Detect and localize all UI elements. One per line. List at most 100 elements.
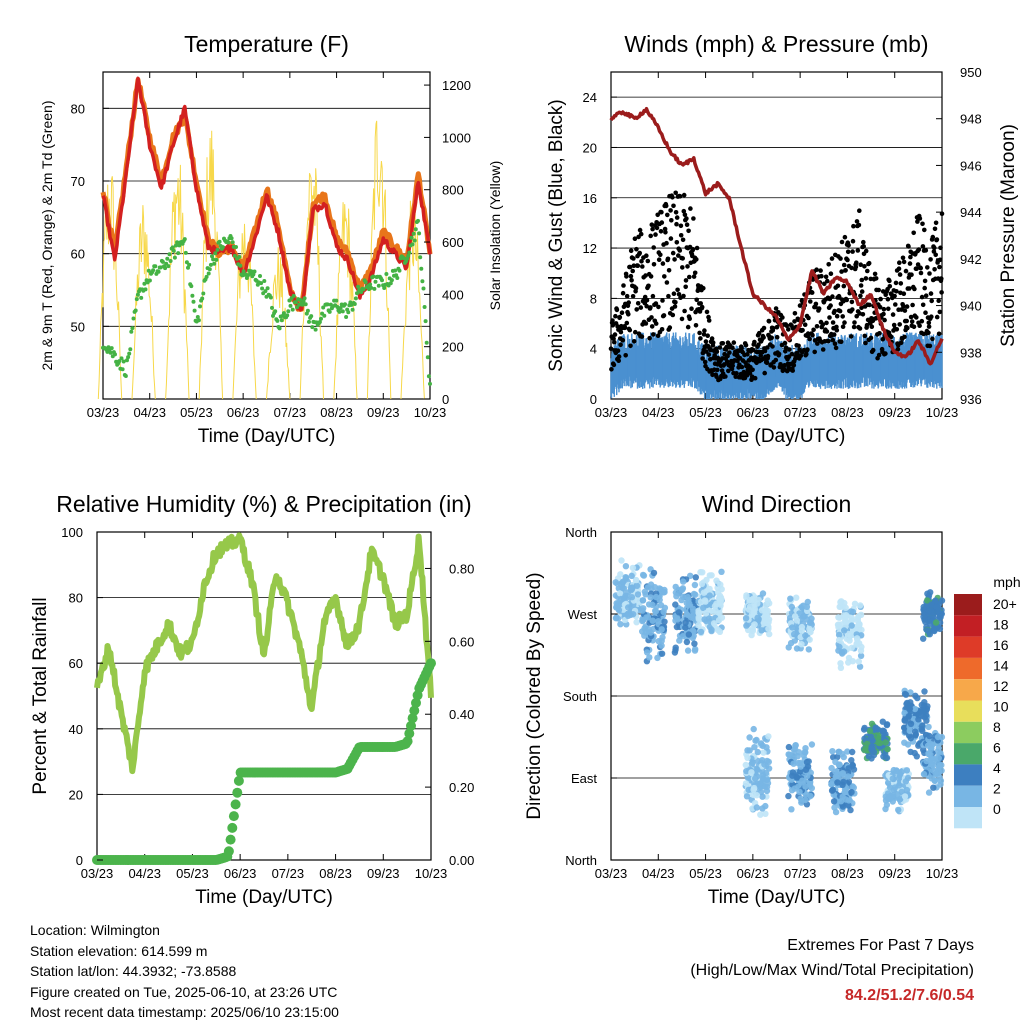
direction-point	[911, 705, 919, 713]
gust-point	[806, 315, 811, 321]
colorbar-label: 4	[993, 760, 1001, 776]
x-tick-label: 10/23	[414, 405, 447, 420]
dewpoint-point	[356, 284, 361, 289]
gust-point	[620, 290, 626, 296]
dewpoint-point	[361, 287, 366, 292]
direction-point	[865, 753, 873, 760]
gust-point	[666, 268, 672, 273]
direction-point	[622, 563, 630, 570]
dewpoint-point	[182, 237, 187, 242]
gust-point	[706, 352, 712, 357]
direction-point	[886, 795, 894, 802]
direction-point	[857, 652, 865, 659]
gust-point	[745, 352, 750, 357]
gust-point	[715, 367, 720, 373]
dewpoint-point	[211, 257, 216, 262]
gust-point	[770, 325, 776, 331]
dewpoint-point	[229, 236, 234, 241]
dewpoint-point	[232, 253, 237, 258]
direction-point	[672, 601, 679, 608]
direction-point	[628, 572, 635, 580]
direction-point	[622, 574, 629, 581]
direction-point	[764, 597, 771, 604]
gust-point	[918, 270, 924, 276]
dewpoint-point	[139, 295, 144, 300]
dewpoint-point	[422, 305, 427, 309]
direction-point	[625, 604, 632, 611]
direction-point	[879, 727, 887, 734]
gust-point	[850, 307, 855, 312]
dewpoint-point	[393, 268, 398, 273]
gust-point	[640, 264, 645, 269]
gust-point	[771, 365, 777, 370]
colorbar-label: 18	[993, 617, 1009, 633]
gust-point	[808, 299, 813, 304]
direction-point	[895, 806, 902, 814]
gust-point	[694, 297, 699, 303]
gust-point	[897, 272, 903, 277]
extremes-box: Extremes For Past 7 Days (High/Low/Max W…	[690, 933, 974, 1008]
gust-point	[680, 256, 685, 261]
direction-point	[697, 628, 705, 636]
gust-point	[619, 310, 625, 316]
gust-point	[927, 271, 932, 276]
gust-point	[650, 226, 655, 232]
direction-point	[803, 603, 811, 610]
direction-point	[903, 786, 911, 794]
gust-point	[885, 296, 891, 302]
solar-day-trace	[366, 120, 392, 400]
gust-point	[644, 253, 649, 258]
direction-point	[679, 633, 687, 640]
gust-point	[816, 306, 822, 311]
direction-point	[913, 753, 920, 760]
x-tick-label: 09/23	[367, 866, 400, 881]
gust-point	[840, 314, 845, 319]
direction-point	[830, 798, 838, 805]
x-tick-label: 06/23	[224, 866, 257, 881]
direction-point	[793, 645, 801, 652]
y-axis-label-left: 2m & 9m T (Red, Orange) & 2m Td (Green)	[39, 101, 55, 371]
gust-point	[776, 351, 782, 357]
gust-point	[659, 209, 664, 215]
gust-point	[795, 350, 800, 356]
gust-point	[934, 314, 940, 320]
direction-point	[839, 803, 847, 810]
x-tick-label: 07/23	[274, 405, 307, 420]
x-tick-label: 10/23	[926, 405, 959, 420]
direction-point	[645, 601, 653, 608]
gust-point	[756, 342, 761, 348]
direction-point	[925, 789, 933, 796]
dewpoint-point	[413, 227, 418, 232]
x-tick-label: 07/23	[784, 866, 817, 881]
gust-point	[907, 261, 913, 266]
gust-point	[739, 364, 745, 370]
gust-point	[789, 351, 795, 357]
direction-point	[834, 771, 841, 778]
dewpoint-point	[128, 347, 133, 352]
dewpoint-point	[268, 295, 273, 300]
gust-point	[909, 319, 915, 324]
y-tick-label: 100	[61, 525, 83, 540]
direction-point	[699, 569, 706, 576]
gust-point	[627, 327, 633, 333]
gust-point	[850, 238, 856, 244]
y-axis-right: 936 938 940 942 944 946 948 950	[936, 65, 982, 407]
y-axis-label-right: Solar Insolation (Yellow)	[487, 161, 503, 311]
gust-point	[687, 274, 692, 280]
gust-point	[679, 316, 685, 322]
gust-point	[887, 278, 892, 284]
gust-point	[631, 256, 636, 261]
direction-point	[905, 713, 912, 720]
direction-point	[788, 603, 795, 611]
gust-point	[839, 239, 845, 245]
direction-point	[700, 589, 708, 596]
direction-point	[845, 659, 852, 666]
dewpoint-point	[207, 267, 212, 272]
x-tick-label: 09/23	[878, 405, 911, 420]
x-tick-label: 03/23	[595, 866, 628, 881]
direction-point	[835, 614, 842, 621]
direction-point	[758, 607, 766, 614]
dewpoint-point	[186, 265, 190, 270]
gust-point	[646, 283, 651, 289]
y-tick-label: West	[568, 607, 598, 622]
